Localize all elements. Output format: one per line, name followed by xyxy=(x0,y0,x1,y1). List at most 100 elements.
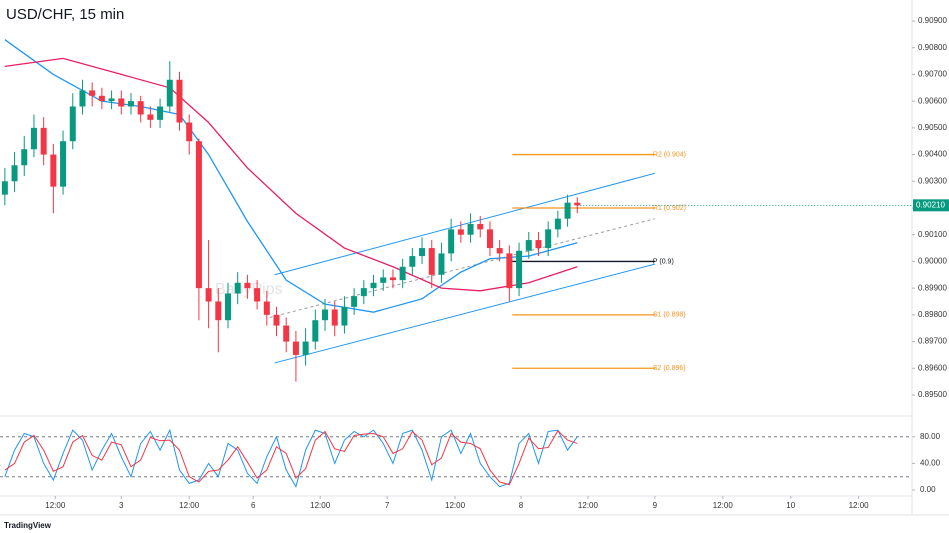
candle-body xyxy=(457,229,464,235)
pivot-label: S2 (0.896) xyxy=(653,365,686,372)
candle-body xyxy=(234,282,241,294)
candle-body xyxy=(205,288,212,302)
x-tick-label: 8 xyxy=(519,501,524,510)
x-tick-label: 12:00 xyxy=(179,501,200,510)
y-tick-label: 0.90500 xyxy=(918,123,947,132)
channel-mid xyxy=(269,218,656,319)
candle-body xyxy=(380,277,387,283)
pivot-label: S1 (0.898) xyxy=(653,312,686,319)
candle-body xyxy=(312,320,319,342)
y-tick-label: 0.89800 xyxy=(918,310,947,319)
candle-body xyxy=(516,250,523,289)
channel-lower xyxy=(274,263,656,364)
candle-body xyxy=(351,296,358,307)
x-tick-label: 12:00 xyxy=(849,501,870,510)
candle-body xyxy=(467,224,474,235)
watermark: BabyPips xyxy=(215,281,283,298)
channel-upper xyxy=(274,172,656,276)
candle-body xyxy=(419,248,426,257)
candle-body xyxy=(360,288,367,297)
candle-body xyxy=(438,253,445,275)
y-tick-label: 0.89700 xyxy=(918,337,947,346)
last-price-label: 0.90210 xyxy=(916,200,945,209)
oscillator-line xyxy=(4,430,578,486)
candle-body xyxy=(30,127,37,150)
candle-body xyxy=(545,229,552,249)
candle-body xyxy=(428,248,435,275)
y-tick-label: 0.90900 xyxy=(918,16,947,25)
candle-body xyxy=(409,256,416,267)
brand[interactable]: TradingView xyxy=(4,521,52,530)
x-tick-label: 12:00 xyxy=(578,501,599,510)
candle-body xyxy=(50,154,57,187)
candle-body xyxy=(399,266,406,281)
candle-body xyxy=(331,309,338,326)
candle-body xyxy=(89,90,96,96)
candle-body xyxy=(477,224,484,230)
candle-body xyxy=(574,202,581,206)
osc-tick-label: 80.00 xyxy=(920,432,941,441)
candle-body xyxy=(292,341,299,355)
candle-body xyxy=(127,101,134,107)
candle-body xyxy=(564,202,571,219)
candle-body xyxy=(215,301,222,321)
y-tick-label: 0.90600 xyxy=(918,96,947,105)
candle-body xyxy=(448,229,455,254)
candle-body xyxy=(108,98,115,102)
y-tick-label: 0.90400 xyxy=(918,150,947,159)
osc-tick-label: 40.00 xyxy=(920,459,941,468)
candle-body xyxy=(525,240,532,251)
x-tick-label: 7 xyxy=(385,501,390,510)
candle-body xyxy=(389,277,396,281)
x-tick-label: 9 xyxy=(653,501,658,510)
y-tick-label: 0.90800 xyxy=(918,43,947,52)
candle-body xyxy=(176,79,183,123)
candle-body xyxy=(486,229,493,249)
candle-body xyxy=(322,309,329,321)
y-tick-label: 0.90100 xyxy=(918,230,947,239)
candle-body xyxy=(157,106,164,120)
x-tick-label: 3 xyxy=(119,501,124,510)
x-tick-label: 10 xyxy=(786,501,795,510)
candle-body xyxy=(244,282,251,289)
candle-body xyxy=(40,127,47,155)
candle-body xyxy=(98,95,105,102)
candle-body xyxy=(186,122,193,142)
y-tick-label: 0.90300 xyxy=(918,176,947,185)
candle-body xyxy=(535,240,542,249)
candle-body xyxy=(283,325,290,342)
candle-body xyxy=(1,181,8,195)
x-tick-label: 12:00 xyxy=(445,501,466,510)
x-tick-label: 12:00 xyxy=(713,501,734,510)
x-tick-label: 12:00 xyxy=(45,501,66,510)
pivot-label: R1 (0.902) xyxy=(653,205,686,212)
moving-average xyxy=(4,39,578,313)
candle-body xyxy=(302,341,309,355)
last-price-box xyxy=(913,199,949,212)
chart-title: USD/CHF, 15 min xyxy=(6,6,124,23)
y-tick-label: 0.90000 xyxy=(918,257,947,266)
candle-body xyxy=(263,301,270,315)
candle-body xyxy=(496,248,503,254)
y-tick-label: 0.89600 xyxy=(918,363,947,372)
candle-body xyxy=(118,98,125,107)
pivot-label: R2 (0.904) xyxy=(653,151,686,158)
candle-body xyxy=(273,314,280,326)
candle-body xyxy=(166,79,173,107)
candle-body xyxy=(79,90,86,107)
x-tick-label: 6 xyxy=(251,501,256,510)
moving-average xyxy=(4,57,578,292)
candle-body xyxy=(69,106,76,142)
y-tick-label: 0.89900 xyxy=(918,283,947,292)
y-tick-label: 0.89500 xyxy=(918,390,947,399)
candle-body xyxy=(554,218,561,230)
candle-body xyxy=(370,282,377,289)
candle-body xyxy=(254,288,261,302)
candle-body xyxy=(60,141,67,187)
candle-body xyxy=(195,141,202,289)
oscillator-line xyxy=(4,428,578,488)
candle-body xyxy=(11,165,18,182)
pivot-label: P (0.9) xyxy=(653,258,674,265)
x-tick-label: 12:00 xyxy=(310,501,331,510)
osc-tick-label: 0.00 xyxy=(920,485,936,494)
